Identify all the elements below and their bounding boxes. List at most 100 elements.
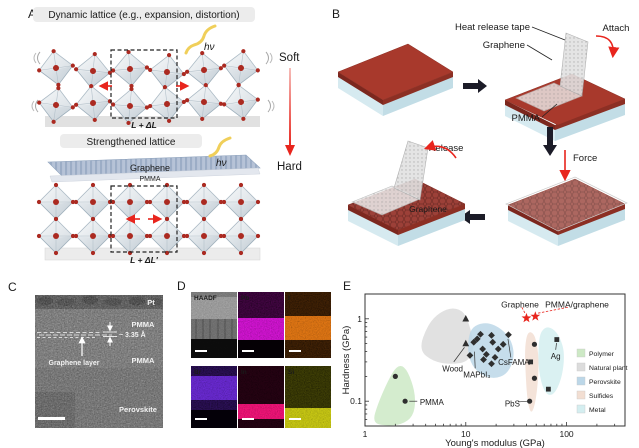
octahedron xyxy=(108,47,152,91)
graphene-sheet xyxy=(47,154,261,177)
dynamic-lattice xyxy=(33,45,264,128)
region-metal xyxy=(538,327,564,395)
graphene-label: Graphene xyxy=(483,40,525,51)
scatter-point-diamond xyxy=(466,351,474,359)
pmma-layer xyxy=(49,167,261,183)
scatter-point-diamond xyxy=(473,335,481,343)
legend-label: Metal xyxy=(589,407,606,414)
scatter-point-triangle xyxy=(462,339,470,347)
y-tick-label: 1 xyxy=(357,314,362,324)
panel-c-label: C xyxy=(8,280,17,294)
legend: Polymer Natural plant Perovskite Sulfides Me… xyxy=(576,348,628,414)
tape-on-top xyxy=(505,176,628,232)
heat-release-tape-label: Heat release tape xyxy=(455,22,530,33)
octahedron xyxy=(110,182,150,222)
process-arrow-down xyxy=(543,127,557,156)
scatter-point-diamond xyxy=(480,356,487,363)
unit-cell-box-bottom xyxy=(110,185,178,253)
photon-label-top: hν xyxy=(204,42,215,53)
star-pointer-line xyxy=(537,306,568,314)
photon-label-bottom: hν xyxy=(216,158,227,169)
graphene-on-film-label: Graphene xyxy=(409,204,447,214)
scatter-point-diamond xyxy=(505,331,512,339)
soft-hard-arrowhead xyxy=(285,145,295,156)
in-label: In xyxy=(241,369,247,376)
scale-bar xyxy=(38,417,65,420)
scale-bar xyxy=(195,418,207,420)
scale-bar xyxy=(289,418,301,420)
annotation-line xyxy=(555,342,557,350)
scatter-point-circle xyxy=(402,398,408,404)
vibration-mark xyxy=(31,99,39,113)
graphene-pointer xyxy=(526,44,553,61)
annotation-line xyxy=(453,347,465,363)
annotation-label: MAPbI₃ xyxy=(463,371,490,380)
annotation-label: CsFAMA xyxy=(498,358,530,367)
legend-swatch xyxy=(576,362,586,372)
annotation-label: PMMA xyxy=(420,398,445,407)
star-label: Graphene xyxy=(501,299,539,309)
haadf-label: HAADF xyxy=(194,295,217,302)
octahedron xyxy=(36,182,76,222)
eds-tile-in: In xyxy=(238,366,284,428)
scatter-point-diamond xyxy=(494,345,502,353)
region-perovskite xyxy=(468,323,514,378)
scale-bar xyxy=(289,350,301,352)
legend-label: Perovskite xyxy=(589,379,621,386)
octahedron xyxy=(221,182,261,222)
eds-tile-br: Br xyxy=(191,366,237,428)
eds-tile-haadf: HAADF xyxy=(191,292,237,358)
graphene-layer-label: Graphene layer xyxy=(49,360,100,367)
dynamic-lattice-title: Dynamic lattice (e.g., expansion, distor… xyxy=(48,10,239,21)
scatter-point-square xyxy=(554,337,560,342)
vibration-mark xyxy=(265,51,273,65)
eds-tile-pb: Pb xyxy=(238,292,284,358)
material-regions xyxy=(374,308,564,426)
star-marker xyxy=(521,312,532,323)
panel-c-tem-image: C Pt PMMA ~ 3.35 Å Graphene layer PMMA xyxy=(8,280,163,428)
pmma-pointer xyxy=(541,103,558,118)
process-arrow-right xyxy=(463,79,487,93)
star-pointer-line xyxy=(521,307,526,314)
panel-e-hardness-chart: E 1 10 100 0.1 1 Young's modulus (GPa) Hardnes… xyxy=(341,279,628,448)
annotation-line xyxy=(518,400,528,403)
annotation-line xyxy=(507,338,512,358)
star-label: PMMA/graphene xyxy=(545,299,609,309)
axis-ticks xyxy=(364,318,616,426)
scale-bar xyxy=(242,350,254,352)
panel-e-label: E xyxy=(343,279,351,293)
photon-squiggle xyxy=(208,136,232,158)
scatter-point-diamond xyxy=(479,345,487,353)
tem-micrograph: Pt PMMA ~ 3.35 Å Graphene layer PMMA Per… xyxy=(35,295,163,428)
scatter-point-diamond xyxy=(491,354,499,361)
hard-label: Hard xyxy=(277,161,302,173)
annotation-line xyxy=(474,351,476,369)
region-sulfides xyxy=(525,332,539,412)
vibration-mark xyxy=(33,51,41,65)
region-polymer xyxy=(374,365,416,426)
attach-label: Attach xyxy=(603,23,630,34)
release-arrow xyxy=(423,140,457,159)
perovskite-label: Perovskite xyxy=(119,405,157,414)
attach-step-slab xyxy=(504,32,626,141)
scatter-point-circle xyxy=(527,398,533,404)
scatter-point-diamond xyxy=(477,330,484,338)
unit-cell-box-top xyxy=(110,49,178,119)
scatter-point-diamond xyxy=(482,350,490,358)
scatter-point-square xyxy=(545,386,551,392)
scatter-point-diamond xyxy=(489,338,497,346)
panel-b-transfer-process: B Heat release tape Graphene Attach PMMA xyxy=(332,7,630,246)
plot-border xyxy=(364,293,626,427)
x-tick-label: 10 xyxy=(461,429,471,439)
lattice-length-bottom: L + ΔL′ xyxy=(130,255,159,265)
legend-label: Polymer xyxy=(589,351,615,358)
panel-d-eds-maps: D HAADF Pb I Br xyxy=(177,279,331,428)
release-step-slab xyxy=(347,140,466,246)
panel-a-label: A xyxy=(28,7,36,21)
attach-arrow xyxy=(595,35,620,59)
pmma-label: PMMA xyxy=(512,113,541,124)
pb-label: Pb xyxy=(241,295,249,302)
soft-label: Soft xyxy=(279,52,300,64)
substrate-top xyxy=(45,116,260,127)
scatter-point-diamond xyxy=(488,360,495,368)
